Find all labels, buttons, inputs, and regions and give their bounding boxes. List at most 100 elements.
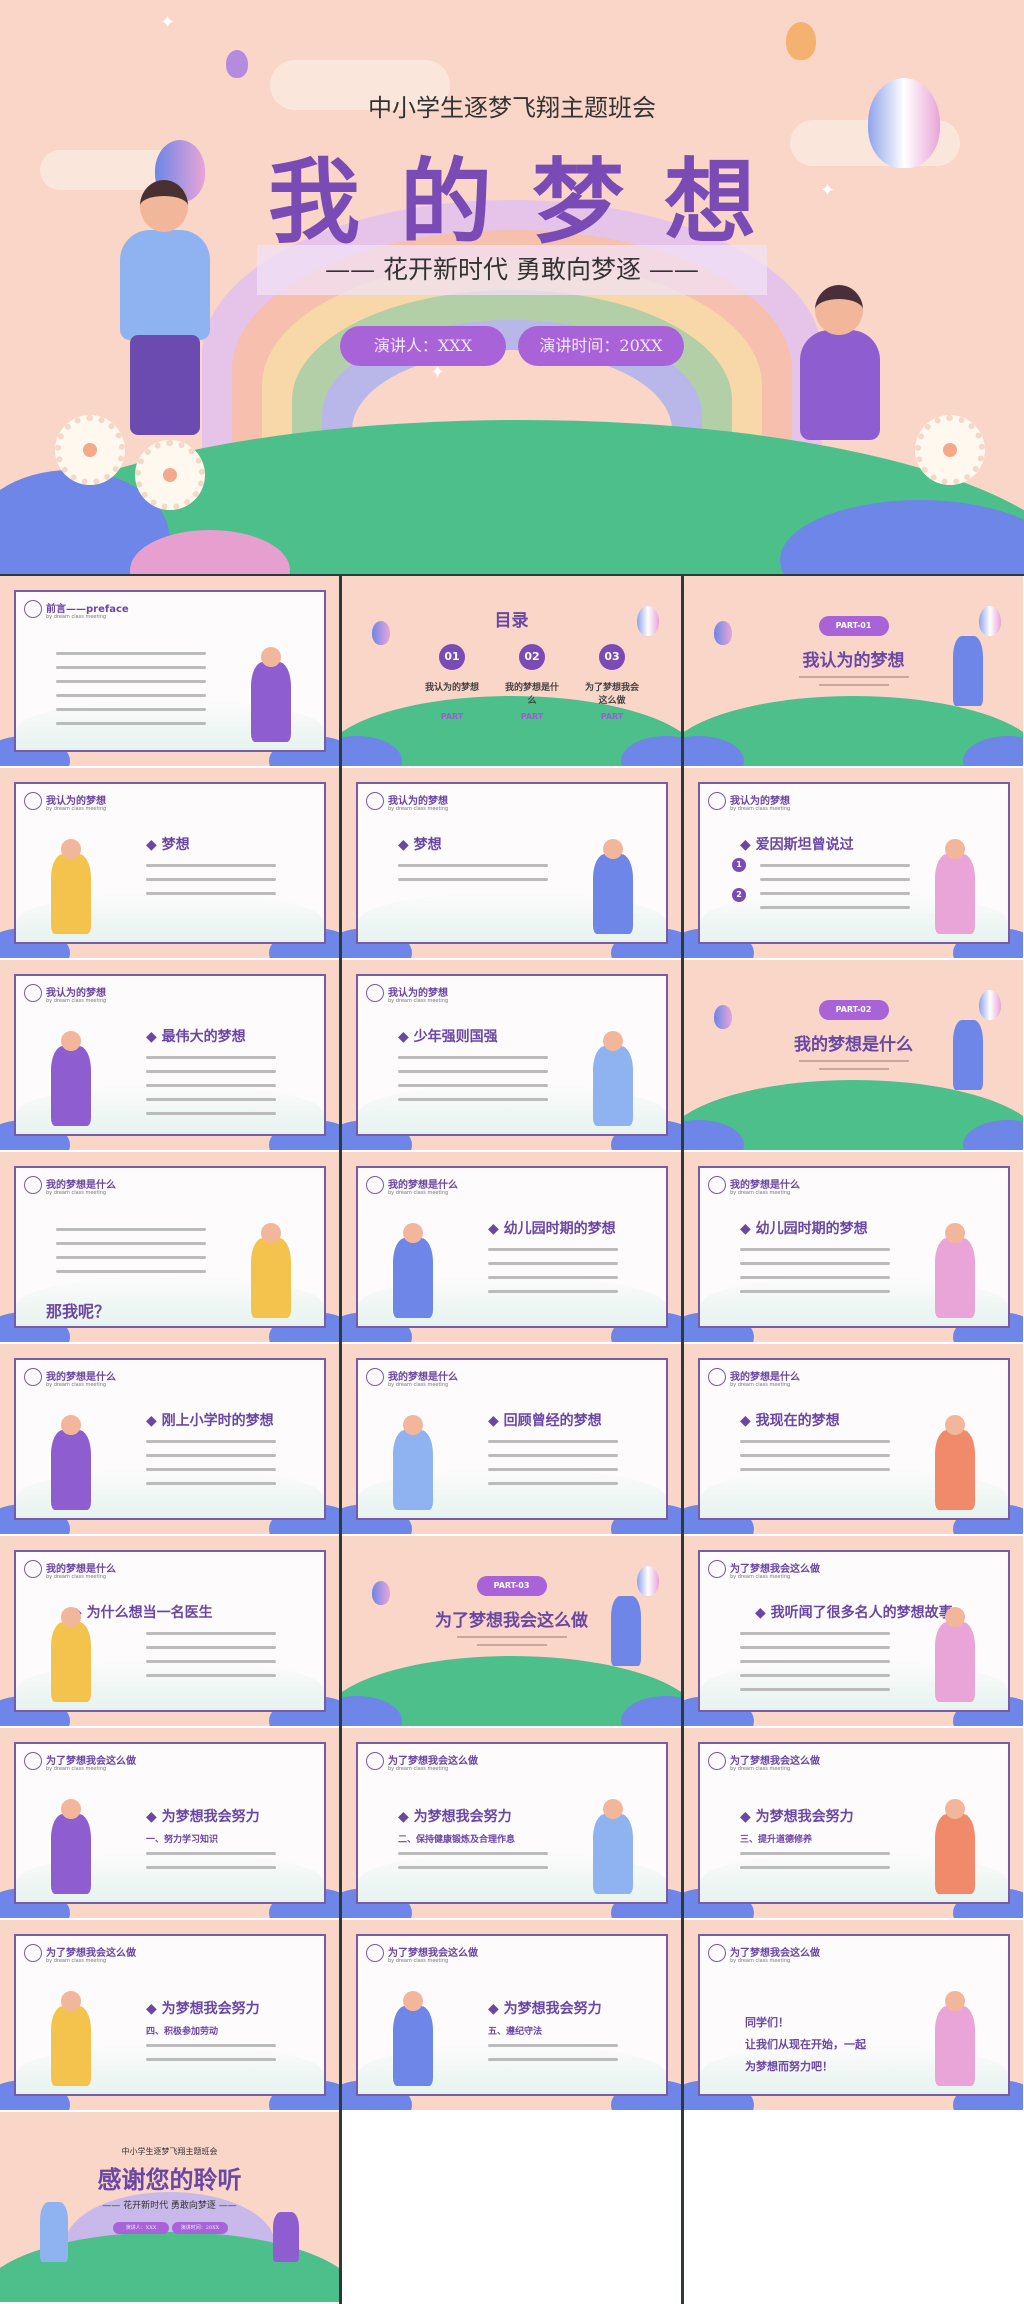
slide-frame: 我的梦想是什么 by dream class meeting ◆ 我现在的梦想 bbox=[698, 1358, 1010, 1520]
mother-child-head bbox=[403, 1223, 423, 1243]
slide-frame: 为了梦想我会这么做 by dream class meeting ◆ 为梦想我会努力… bbox=[356, 1742, 668, 1904]
nurse-patient-illustration bbox=[51, 1622, 91, 1702]
ferris-wheel-icon bbox=[366, 1752, 384, 1770]
slide-thumbnail[interactable]: 中小学生逐梦飞翔主题班会 感谢您的聆听 —— 花开新时代 勇敢向梦逐 —— 演讲人：X… bbox=[0, 2112, 339, 2302]
astronaut-moon-head bbox=[61, 1031, 81, 1051]
slide-thumbnail[interactable]: 前言——preface by dream class meeting bbox=[0, 576, 339, 766]
slide-thumbnail[interactable]: 我认为的梦想 by dream class meeting ◆ 梦想 bbox=[342, 768, 681, 958]
section-desc-line bbox=[799, 676, 909, 678]
slide-heading: ◆ 为梦想我会努力 bbox=[740, 1809, 854, 1825]
toc-part-label: PART bbox=[600, 712, 624, 721]
slide-thumbnail[interactable]: 我的梦想是什么 by dream class meeting ◆ 回顾曾经的梦想 bbox=[342, 1344, 681, 1534]
slide-thumbnail[interactable]: 我的梦想是什么 by dream class meeting ◆ 为什么想当一名医生 bbox=[0, 1536, 339, 1726]
slide-header: 我认为的梦想 bbox=[388, 796, 448, 807]
balloon-icon bbox=[637, 606, 659, 636]
slide-thumbnail[interactable]: 我认为的梦想 by dream class meeting ◆ 爱因斯坦曾说过 1 2 bbox=[684, 768, 1023, 958]
doctor-illustration bbox=[935, 1430, 975, 1510]
text-line bbox=[56, 1228, 206, 1231]
slide-header-sub: by dream class meeting bbox=[730, 806, 791, 812]
ferris-wheel-icon bbox=[366, 792, 384, 810]
boy-jumping-illustration bbox=[251, 662, 291, 742]
slide-heading: ◆ 为梦想我会努力 bbox=[146, 2001, 260, 2017]
slide-thumbnail[interactable]: 为了梦想我会这么做 by dream class meeting ◆ 我听闻了很多名… bbox=[684, 1536, 1023, 1726]
toc-item-label[interactable]: 我认为的梦想 bbox=[424, 683, 479, 693]
astronaut-moon-illustration bbox=[51, 1046, 91, 1126]
text-line bbox=[398, 864, 548, 867]
section-title: 我的梦想是什么 bbox=[794, 1035, 913, 1055]
girl-desk-illustration bbox=[393, 1430, 433, 1510]
slide-thumbnail[interactable]: 我认为的梦想 by dream class meeting ◆ 少年强则国强 bbox=[342, 960, 681, 1150]
text-line bbox=[488, 1290, 618, 1293]
slide-header-sub: by dream class meeting bbox=[388, 998, 449, 1004]
ferris-wheel-icon bbox=[366, 984, 384, 1002]
balloon-icon bbox=[714, 621, 732, 645]
ferris-wheel-icon bbox=[24, 1944, 42, 1962]
slide-thumbnail[interactable]: 为了梦想我会这么做 by dream class meeting 同学们！ 让我们从现… bbox=[684, 1920, 1023, 2110]
man-reading-illustration bbox=[593, 1046, 633, 1126]
girl-desk-head bbox=[403, 1415, 423, 1435]
toc-item-label[interactable]: 我的梦想是什么 bbox=[504, 683, 559, 706]
text-line bbox=[146, 1084, 276, 1087]
slide-thumbnail[interactable]: 为了梦想我会这么做 by dream class meeting ◆ 为梦想我会努力… bbox=[342, 1920, 681, 2110]
slide-header: 前言——preface bbox=[46, 604, 129, 615]
number-badge: 1 bbox=[732, 858, 746, 872]
slide-thumbnail[interactable]: 我认为的梦想 by dream class meeting ◆ 最伟大的梦想 bbox=[0, 960, 339, 1150]
text-line bbox=[146, 1070, 276, 1073]
slide-thumbnail[interactable]: 为了梦想我会这么做 by dream class meeting ◆ 为梦想我会努力… bbox=[0, 1728, 339, 1918]
text-line bbox=[740, 1276, 890, 1279]
slide-frame: 前言——preface by dream class meeting bbox=[14, 590, 326, 752]
slide-thumbnail[interactable]: 为了梦想我会这么做 by dream class meeting ◆ 为梦想我会努力… bbox=[342, 1728, 681, 1918]
balloon-icon bbox=[786, 22, 816, 60]
section-title: 我认为的梦想 bbox=[802, 651, 905, 671]
slide-frame: 我认为的梦想 by dream class meeting ◆ 少年强则国强 bbox=[356, 974, 668, 1136]
text-line bbox=[146, 1852, 276, 1855]
text-line bbox=[740, 1660, 890, 1663]
part-pill: PART-02 bbox=[818, 1000, 889, 1020]
kids-books-illustration bbox=[51, 1814, 91, 1894]
slide-thumbnail[interactable]: PART-02 我的梦想是什么 bbox=[684, 960, 1023, 1150]
text-line bbox=[146, 1056, 276, 1059]
slide-thumbnail[interactable]: 目录 01 我认为的梦想 PART 02 我的梦想是什么 PART 03 为了梦想我会这么做 PA… bbox=[342, 576, 681, 766]
boy-studying-head bbox=[945, 1799, 965, 1819]
title-slide[interactable]: ✦ ✦ ✦ 中小学生逐梦飞翔主题班会 我的梦想 —— 花开新时代 勇敢向梦逐 —… bbox=[0, 0, 1024, 574]
slide-frame: 我的梦想是什么 by dream class meeting ◆ 刚上小学时的梦想 bbox=[14, 1358, 326, 1520]
text-line bbox=[488, 1262, 618, 1265]
text-line bbox=[146, 1468, 276, 1471]
slide-header-sub: by dream class meeting bbox=[46, 1574, 107, 1580]
text-line bbox=[740, 1866, 890, 1869]
toc-number[interactable]: 02 bbox=[519, 644, 545, 670]
ferris-wheel-icon bbox=[24, 792, 42, 810]
slide-thumbnail[interactable]: 我的梦想是什么 by dream class meeting ◆ 刚上小学时的梦想 bbox=[0, 1344, 339, 1534]
text-line bbox=[56, 680, 206, 683]
slide-header: 为了梦想我会这么做 bbox=[388, 1756, 478, 1767]
mother-child-illustration bbox=[393, 1238, 433, 1318]
text-line bbox=[146, 1660, 276, 1663]
ferris-wheel-icon bbox=[708, 1752, 726, 1770]
text-line bbox=[740, 1632, 890, 1635]
balloon-icon bbox=[226, 50, 248, 78]
slide-header: 为了梦想我会这么做 bbox=[46, 1948, 136, 1959]
girl-illustration bbox=[800, 330, 880, 440]
text-line bbox=[146, 1674, 276, 1677]
balloon-icon bbox=[372, 621, 390, 645]
slide-heading: ◆ 为什么想当一名医生 bbox=[71, 1605, 213, 1621]
toc-number[interactable]: 01 bbox=[439, 644, 465, 670]
slide-header: 我的梦想是什么 bbox=[46, 1180, 116, 1191]
slide-thumbnail[interactable]: PART-03 为了梦想我会这么做 bbox=[342, 1536, 681, 1726]
girl-writing-head bbox=[403, 1991, 423, 2011]
slide-thumbnail[interactable]: 我的梦想是什么 by dream class meeting 那我呢？ bbox=[0, 1152, 339, 1342]
slide-thumbnail[interactable]: 我的梦想是什么 by dream class meeting ◆ 幼儿园时期的梦想 bbox=[342, 1152, 681, 1342]
slide-thumbnail[interactable]: 为了梦想我会这么做 by dream class meeting ◆ 为梦想我会努力… bbox=[0, 1920, 339, 2110]
ferris-wheel-icon bbox=[24, 1176, 42, 1194]
text-line bbox=[760, 906, 910, 909]
toc-number[interactable]: 03 bbox=[599, 644, 625, 670]
slide-thumbnail[interactable]: 为了梦想我会这么做 by dream class meeting ◆ 为梦想我会努力… bbox=[684, 1728, 1023, 1918]
slide-thumbnail[interactable]: 我的梦想是什么 by dream class meeting ◆ 我现在的梦想 bbox=[684, 1344, 1023, 1534]
slide-frame: 我的梦想是什么 by dream class meeting ◆ 幼儿园时期的梦想 bbox=[698, 1166, 1010, 1328]
slide-thumbnail[interactable]: 我的梦想是什么 by dream class meeting ◆ 幼儿园时期的梦想 bbox=[684, 1152, 1023, 1342]
slide-thumbnail[interactable]: PART-01 我认为的梦想 bbox=[684, 576, 1023, 766]
slide-heading: ◆ 幼儿园时期的梦想 bbox=[488, 1221, 616, 1237]
toc-item-label[interactable]: 为了梦想我会这么做 bbox=[584, 683, 639, 706]
number-badge: 2 bbox=[732, 888, 746, 902]
slide-thumbnail[interactable]: 我认为的梦想 by dream class meeting ◆ 梦想 bbox=[0, 768, 339, 958]
